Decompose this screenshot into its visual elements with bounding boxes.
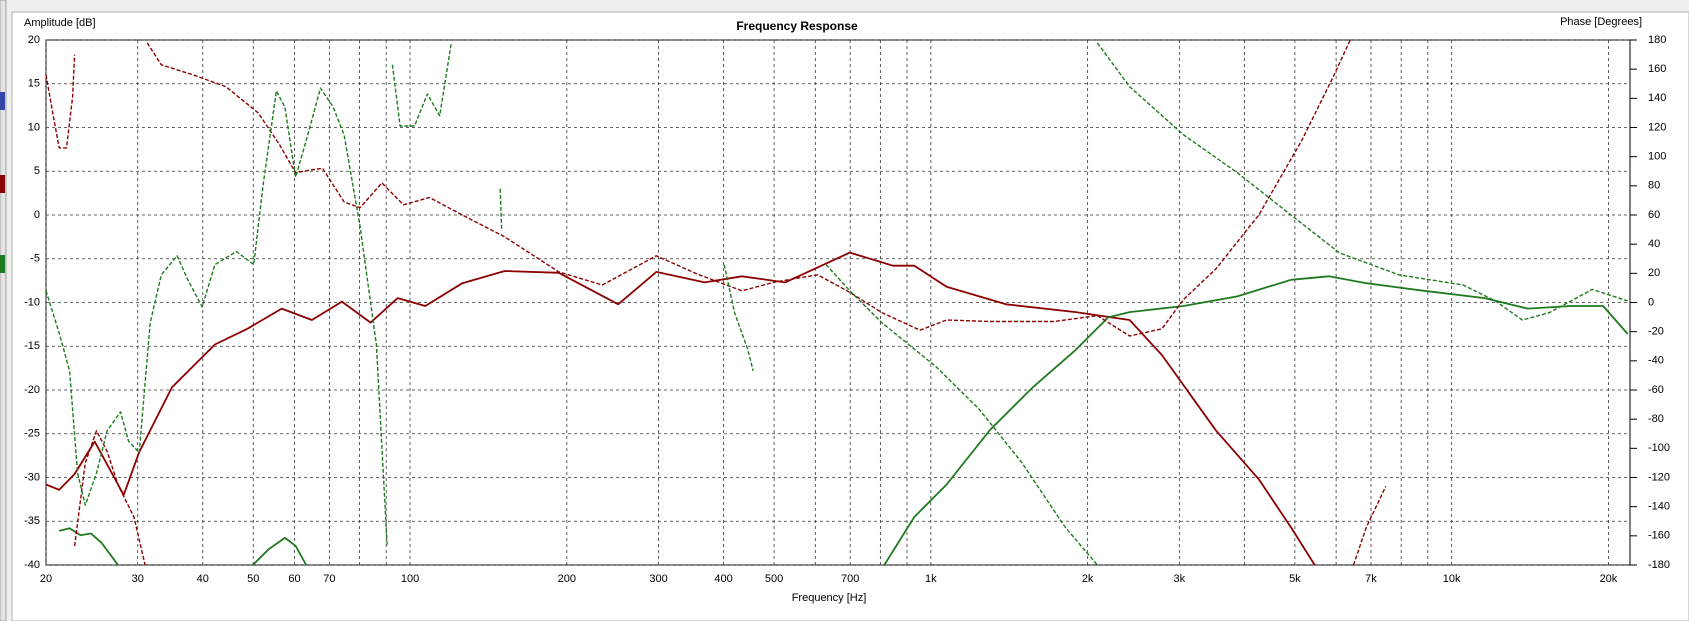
y-tick-label: 20	[28, 34, 40, 46]
x-tick-label: 400	[714, 573, 732, 585]
x-tick-label: 40	[197, 573, 209, 585]
x-tick-label: 2k	[1082, 573, 1094, 585]
x-tick-label: 500	[765, 573, 783, 585]
y2-tick-label: 60	[1648, 209, 1660, 221]
chart-title: Frequency Response	[736, 19, 858, 33]
x-tick-label: 700	[841, 573, 859, 585]
amplitude-curve	[46, 251, 1316, 565]
y2-tick-label: -120	[1648, 471, 1670, 483]
phase-curve	[46, 42, 1628, 565]
y2-tick-label: -80	[1648, 413, 1664, 425]
y-tick-label: -15	[24, 340, 40, 352]
y-tick-label: 0	[34, 209, 40, 221]
y2-tick-label: 180	[1648, 34, 1666, 46]
y2-tick-label: -180	[1648, 559, 1670, 571]
y-tick-label: -40	[24, 559, 40, 571]
y2-tick-label: 0	[1648, 296, 1654, 308]
x-tick-label: 5k	[1289, 573, 1301, 585]
x-tick-label: 7k	[1365, 573, 1377, 585]
y2-axis-label: Phase [Degrees]	[1560, 16, 1642, 28]
y2-tick-label: 40	[1648, 238, 1660, 250]
x-tick-label: 3k	[1174, 573, 1186, 585]
curves	[46, 40, 1629, 565]
toolbar-swatch	[0, 175, 5, 193]
x-tick-label: 300	[649, 573, 667, 585]
x-tick-label: 70	[323, 573, 335, 585]
x-tick-label: 200	[558, 573, 576, 585]
x-tick-label: 20k	[1600, 573, 1618, 585]
toolbar-swatch	[0, 255, 5, 273]
x-tick-label: 30	[132, 573, 144, 585]
y-tick-label: 5	[34, 165, 40, 177]
x-tick-label: 10k	[1443, 573, 1461, 585]
y-axis-label: Amplitude [dB]	[24, 17, 96, 29]
y2-tick-label: -20	[1648, 326, 1664, 338]
y-tick-label: 10	[28, 121, 40, 133]
y2-tick-label: 160	[1648, 63, 1666, 75]
phase-curve	[46, 40, 1387, 565]
x-axis-label: Frequency [Hz]	[792, 592, 867, 604]
y2-tick-label: -100	[1648, 442, 1670, 454]
y2-tick-label: 20	[1648, 267, 1660, 279]
y-tick-label: 15	[28, 78, 40, 90]
y-tick-label: -10	[24, 296, 40, 308]
y2-tick-label: 140	[1648, 92, 1666, 104]
toolbar-swatch	[0, 92, 5, 110]
y-tick-label: -20	[24, 384, 40, 396]
x-tick-label: 100	[401, 573, 419, 585]
y2-tick-label: -40	[1648, 355, 1664, 367]
x-tick-label: 20	[40, 573, 52, 585]
grid: 20 30 40 50 60 70 100 200 300 400 500 700 1k 2k 3k 5k 7k…	[24, 34, 1670, 585]
y2-tick-label: 100	[1648, 151, 1666, 163]
y2-tick-label: -160	[1648, 530, 1670, 542]
x-tick-label: 60	[288, 573, 300, 585]
y2-tick-label: 120	[1648, 121, 1666, 133]
y-tick-label: -30	[24, 471, 40, 483]
y-tick-label: -35	[24, 515, 40, 527]
amplitude-curve	[58, 275, 1629, 565]
side-toolbar	[0, 0, 7, 621]
y-tick-label: -25	[24, 428, 40, 440]
x-tick-label: 50	[247, 573, 259, 585]
y2-tick-label: 80	[1648, 180, 1660, 192]
y2-tick-label: -60	[1648, 384, 1664, 396]
y-tick-label: -5	[30, 253, 40, 265]
y2-tick-label: -140	[1648, 501, 1670, 513]
x-tick-label: 1k	[925, 573, 937, 585]
